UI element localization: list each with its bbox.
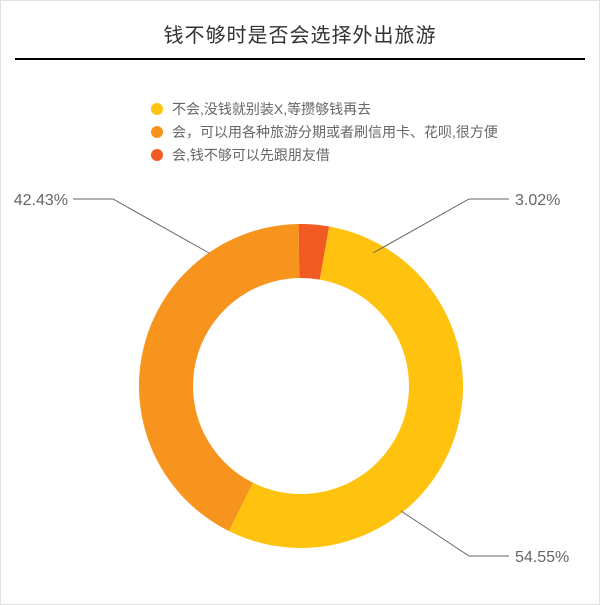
chart-container: 钱不够时是否会选择外出旅游 不会,没钱就别装X,等攒够钱再去会，可以用各种旅游分… [0, 0, 600, 605]
legend-label-no: 不会,没钱就别装X,等攒够钱再去 [172, 99, 371, 119]
callout-label-no: 54.55% [515, 549, 569, 566]
legend-item-borrow: 会,钱不够可以先跟朋友借 [151, 145, 498, 165]
chart-title: 钱不够时是否会选择外出旅游 [1, 1, 599, 58]
legend-label-borrow: 会,钱不够可以先跟朋友借 [172, 145, 330, 165]
legend: 不会,没钱就别装X,等攒够钱再去会，可以用各种旅游分期或者刷信用卡、花呗,很方便… [151, 99, 498, 168]
legend-dot-no [151, 103, 163, 115]
donut-chart: 3.02% 42.43% 54.55% [1, 181, 600, 591]
callout-leader-borrow [373, 199, 509, 253]
callout-leader-no [401, 511, 509, 556]
donut-slice-credit [139, 224, 299, 531]
legend-label-credit: 会，可以用各种旅游分期或者刷信用卡、花呗,很方便 [172, 122, 498, 142]
callout-leader-credit [73, 199, 209, 253]
legend-dot-borrow [151, 149, 163, 161]
legend-item-credit: 会，可以用各种旅游分期或者刷信用卡、花呗,很方便 [151, 122, 498, 142]
legend-item-no: 不会,没钱就别装X,等攒够钱再去 [151, 99, 498, 119]
callout-label-borrow: 3.02% [515, 192, 560, 209]
title-rule [15, 58, 585, 60]
legend-dot-credit [151, 126, 163, 138]
callout-label-credit: 42.43% [14, 192, 68, 209]
